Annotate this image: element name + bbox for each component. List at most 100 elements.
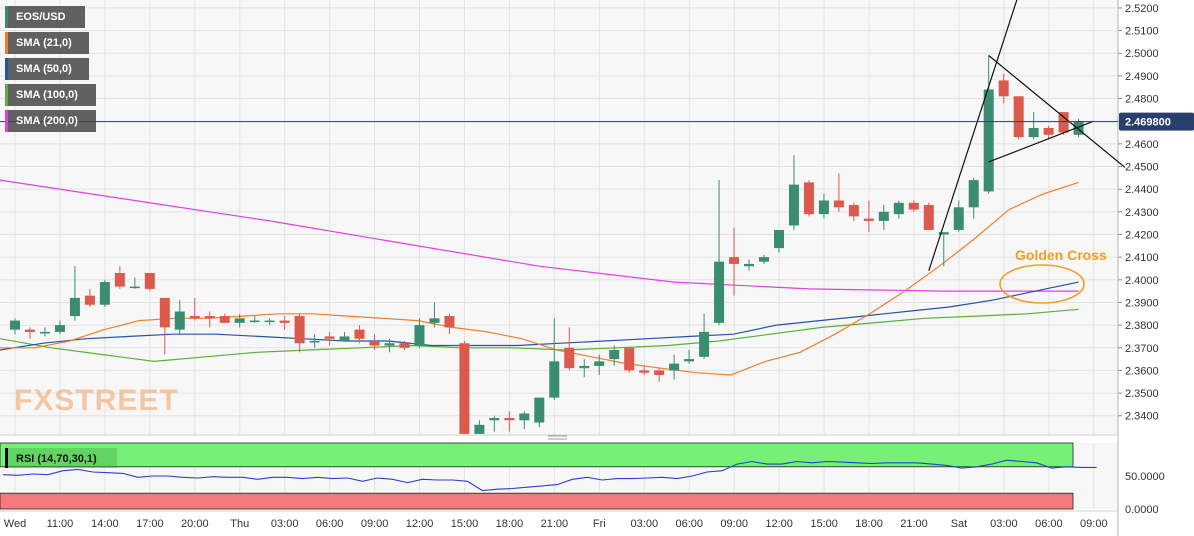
y-tick-label: 2.4200: [1125, 229, 1159, 241]
legend-sma-50[interactable]: SMA (50,0): [5, 58, 89, 80]
x-tick-label: 21:00: [541, 518, 569, 530]
candle-body: [10, 320, 20, 330]
candle-body: [339, 336, 350, 341]
candle-body: [174, 311, 185, 330]
x-tick-label: 09:00: [1080, 518, 1108, 530]
candle-body: [639, 370, 650, 373]
golden-cross-label: Golden Cross: [1015, 247, 1107, 263]
y-tick-label: 2.4800: [1125, 94, 1159, 106]
candle-body: [684, 359, 695, 362]
candle-body: [399, 343, 410, 348]
legend-sma-100[interactable]: SMA (100,0): [5, 84, 96, 106]
y-tick-label: 2.4400: [1125, 184, 1159, 196]
trendline: [928, 0, 1018, 271]
candle-body: [519, 413, 530, 421]
candle-body: [923, 205, 934, 230]
sma-200-line: [0, 179, 1079, 292]
candle-body: [878, 211, 889, 221]
candle-body: [354, 329, 365, 339]
candle-body: [863, 218, 874, 221]
candle-body: [504, 418, 515, 421]
candle-body: [998, 80, 1009, 97]
candle-body: [938, 232, 949, 235]
candle-body: [1013, 96, 1024, 138]
x-tick-label: 15:00: [810, 518, 838, 530]
x-tick-label: Fri: [593, 518, 606, 530]
rsi-label: RSI (14,70,30,1): [16, 453, 97, 465]
rsi-line: [2, 459, 1097, 492]
rsi-label-bar: [5, 448, 8, 468]
legend-sma-200[interactable]: SMA (200,0): [5, 110, 96, 132]
rsi-label-box: [5, 448, 117, 468]
candle-body: [204, 316, 215, 319]
legend-sma-21[interactable]: SMA (21,0): [5, 32, 89, 54]
candle-body: [144, 273, 155, 289]
sma-100-line: [0, 308, 1079, 363]
last-price-label: 2.469800: [1125, 117, 1171, 129]
candle-body: [429, 318, 440, 323]
candle-body: [294, 316, 305, 344]
candle-body: [744, 263, 755, 267]
x-tick-label: 06:00: [1035, 518, 1063, 530]
y-tick-label: 2.5100: [1125, 26, 1159, 38]
candle-body: [489, 418, 500, 421]
candle-body: [249, 320, 260, 323]
candle-body: [474, 424, 485, 434]
candle-body: [459, 343, 470, 434]
rsi-y-label: 50.0000: [1125, 471, 1165, 483]
candle-body: [549, 361, 560, 398]
y-tick-label: 2.4600: [1125, 139, 1159, 151]
candle-body: [1073, 121, 1084, 135]
candle-body: [893, 202, 904, 215]
candle-body: [818, 200, 829, 215]
last-price-tag: [1119, 112, 1194, 131]
candle-body: [654, 370, 665, 375]
candle-body: [99, 282, 110, 305]
y-tick-label: 2.4100: [1125, 252, 1159, 264]
candle-body: [114, 273, 125, 287]
candle-body: [264, 320, 275, 323]
legend-sma-50-label: SMA (50,0): [16, 63, 72, 75]
x-tick-label: 09:00: [720, 518, 748, 530]
x-tick-label: 14:00: [91, 518, 119, 530]
candle-body: [669, 363, 680, 371]
candle-body: [54, 325, 65, 332]
candle-body: [69, 297, 80, 317]
y-tick-label: 2.5000: [1125, 48, 1159, 60]
candle-body: [39, 331, 50, 334]
y-tick-label: 2.3700: [1125, 343, 1159, 355]
x-tick-label: 11:00: [47, 518, 74, 530]
candle-body: [848, 205, 859, 217]
y-tick-label: 2.3600: [1125, 365, 1159, 377]
candle-body: [309, 340, 320, 343]
candle-body: [714, 261, 725, 323]
rsi-overbought-zone: [0, 442, 1074, 468]
candle-body: [1028, 128, 1039, 138]
candle-body: [594, 361, 605, 366]
candle-body: [983, 89, 994, 192]
x-tick-label: Wed: [4, 518, 26, 530]
y-tick-label: 2.4900: [1125, 71, 1159, 83]
x-tick-label: 03:00: [271, 518, 299, 530]
candle-body: [624, 347, 635, 371]
candle-body: [609, 350, 620, 360]
candle-body: [773, 229, 784, 249]
golden-cross-circle: [999, 264, 1085, 304]
x-tick-label: 18:00: [855, 518, 883, 530]
candle-body: [324, 336, 335, 339]
legend-symbol[interactable]: EOS/USD: [5, 6, 85, 28]
x-tick-label: 12:00: [765, 518, 793, 530]
x-tick-label: 20:00: [181, 518, 209, 530]
candle-body: [384, 343, 395, 346]
rsi-y-label: 0.0000: [1125, 504, 1159, 516]
candle-body: [579, 365, 590, 369]
candle-body: [759, 257, 769, 262]
candle-body: [729, 257, 740, 264]
candle-body: [1043, 128, 1054, 135]
y-tick-label: 2.5200: [1125, 3, 1159, 15]
x-tick-label: 03:00: [990, 518, 1018, 530]
watermark: FXSTREET: [14, 384, 179, 417]
legend-sma-21-label: SMA (21,0): [16, 37, 72, 49]
